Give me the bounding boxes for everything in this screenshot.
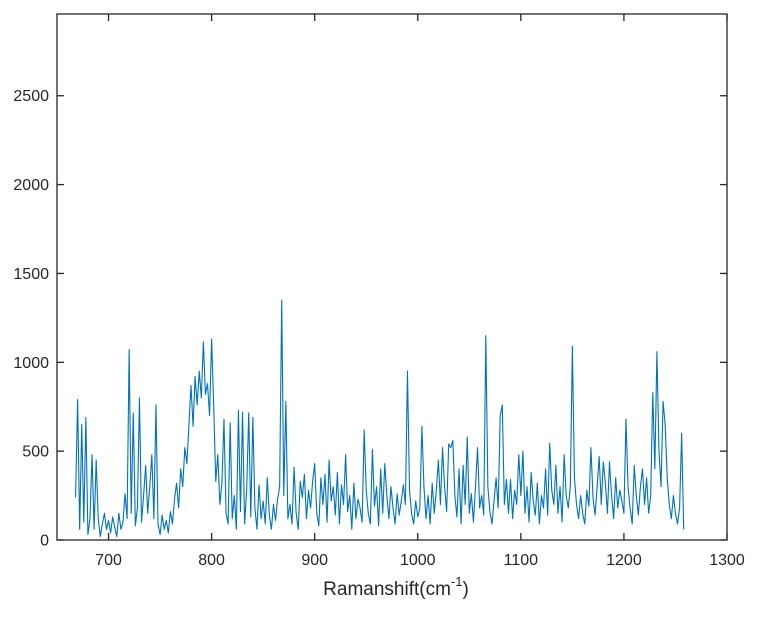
y-tick-label: 500 (22, 444, 49, 461)
x-tick-label: 800 (198, 552, 225, 569)
x-tick-label: 1200 (606, 552, 642, 569)
x-tick-label: 1300 (709, 552, 745, 569)
x-tick-label: 700 (95, 552, 122, 569)
y-tick-label: 2500 (13, 88, 49, 105)
x-axis-label: Ramanshift(cm-1) (323, 574, 469, 600)
spectrum-line (75, 299, 685, 537)
x-tick-label: 900 (301, 552, 328, 569)
x-tick-label: 1100 (504, 552, 539, 569)
y-tick-label: 2000 (13, 177, 49, 194)
y-tick-label: 1500 (13, 266, 49, 283)
y-tick-label: 0 (40, 533, 49, 550)
plot-box-border (56, 13, 728, 541)
y-tick-label: 1000 (13, 355, 49, 372)
x-tick-label: 1000 (400, 552, 436, 569)
